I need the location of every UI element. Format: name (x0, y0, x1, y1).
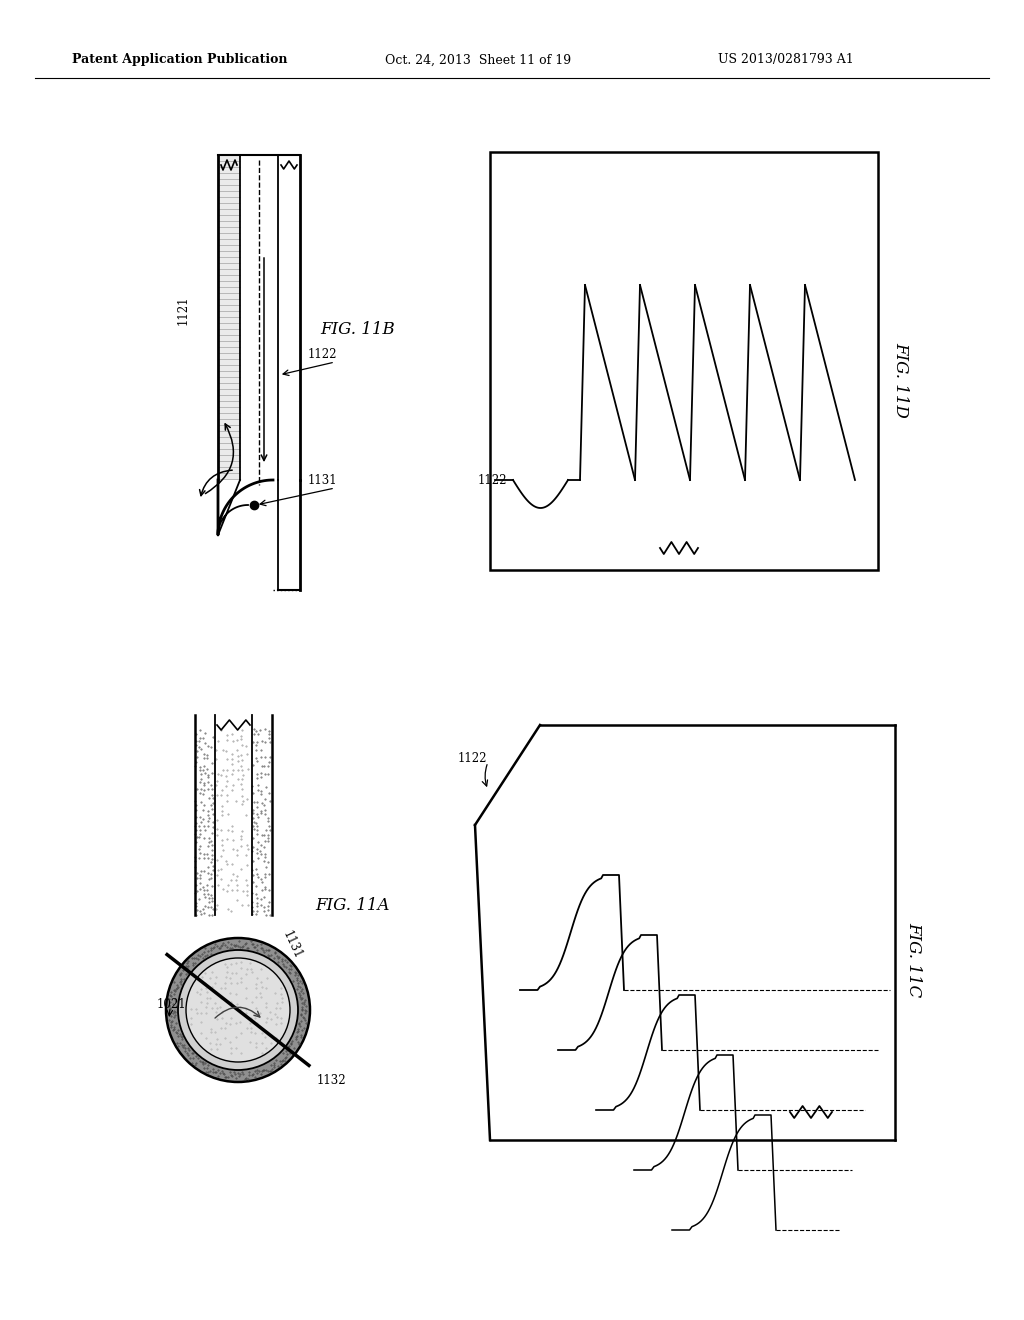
Text: FIG. 11C: FIG. 11C (905, 923, 922, 998)
Text: Oct. 24, 2013  Sheet 11 of 19: Oct. 24, 2013 Sheet 11 of 19 (385, 54, 571, 66)
Text: 1021: 1021 (157, 998, 186, 1011)
Text: 1122: 1122 (458, 751, 487, 764)
Circle shape (186, 958, 290, 1063)
Text: 1121: 1121 (176, 296, 189, 325)
Bar (218, 154, 240, 480)
Text: FIG. 11D: FIG. 11D (892, 342, 909, 418)
Circle shape (166, 939, 310, 1082)
Text: 1132: 1132 (316, 1074, 346, 1086)
Text: US 2013/0281793 A1: US 2013/0281793 A1 (718, 54, 854, 66)
Bar (278, 154, 300, 480)
Text: FIG. 11B: FIG. 11B (319, 322, 394, 338)
Bar (240, 154, 278, 480)
Text: 1131: 1131 (308, 474, 338, 487)
Bar (490, 152, 878, 570)
Text: 1122: 1122 (478, 474, 508, 487)
Text: FIG. 11A: FIG. 11A (315, 896, 389, 913)
Text: Patent Application Publication: Patent Application Publication (72, 54, 288, 66)
Text: 1131: 1131 (280, 929, 304, 961)
Circle shape (178, 950, 298, 1071)
Text: 1122: 1122 (308, 348, 338, 362)
